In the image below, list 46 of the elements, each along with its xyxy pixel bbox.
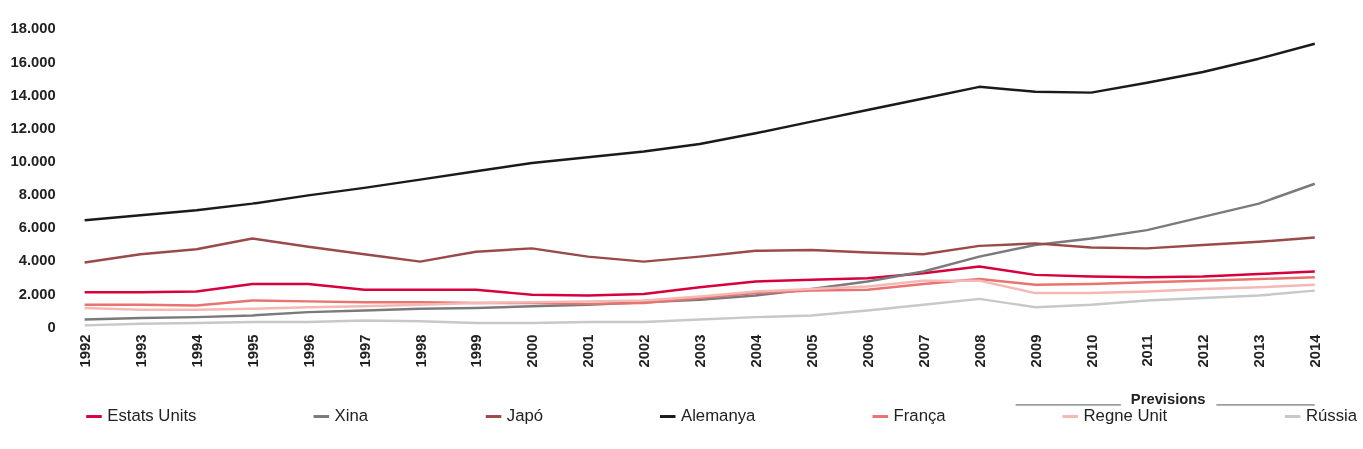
legend-label: Regne Unit <box>1083 406 1168 426</box>
x-tick-label: 2001 <box>580 334 597 368</box>
y-tick-label: 16.000 <box>10 53 56 70</box>
y-tick-label: 0 <box>47 318 56 335</box>
x-tick-label: 2007 <box>915 334 932 368</box>
x-tick-label: 1998 <box>412 334 429 368</box>
line-series <box>83 42 1317 222</box>
legend-label: Alemanya <box>681 406 757 426</box>
y-tick-label: 14.000 <box>10 86 56 103</box>
legend-label: Rússia <box>1305 406 1358 426</box>
line-series <box>83 182 1317 321</box>
line-series <box>83 265 1317 297</box>
x-tick-label: 2010 <box>1083 334 1100 368</box>
x-tick-label: 2004 <box>748 333 765 368</box>
y-tick-label: 18.000 <box>10 20 56 37</box>
x-tick-label: 1997 <box>356 334 373 368</box>
x-tick-label: 2011 <box>1139 334 1156 367</box>
x-tick-label: 2006 <box>859 334 876 368</box>
x-tick-label: 2002 <box>636 334 653 368</box>
y-tick-label: 4.000 <box>18 252 56 269</box>
y-tick-label: 10.000 <box>10 152 56 169</box>
x-tick-label: 2000 <box>524 334 541 368</box>
legend-label: Xina <box>334 406 369 426</box>
y-tick-label: 8.000 <box>18 186 56 203</box>
line-series <box>83 289 1317 327</box>
x-tick-label: 2005 <box>803 334 820 368</box>
y-tick-label: 6.000 <box>18 219 56 236</box>
x-tick-label: 1996 <box>300 334 317 368</box>
x-tick-label: 1992 <box>77 334 94 368</box>
x-tick-label: 1999 <box>468 334 485 368</box>
x-tick-label: 1994 <box>188 333 205 368</box>
x-tick-label: 2003 <box>692 334 709 368</box>
x-tick-label: 2008 <box>971 334 988 368</box>
line-series <box>83 236 1317 264</box>
x-tick-label: 2013 <box>1251 334 1268 368</box>
x-tick-label: 2012 <box>1195 334 1212 368</box>
legend-label: França <box>893 406 947 426</box>
y-tick-label: 12.000 <box>10 119 56 136</box>
x-tick-label: 1995 <box>244 334 261 368</box>
x-tick-label: 2009 <box>1027 334 1044 368</box>
text: Previsions <box>1130 390 1206 407</box>
y-tick-label: 2.000 <box>18 285 56 302</box>
x-tick-label: 2014 <box>1307 333 1324 368</box>
legend-label: Japó <box>506 406 544 426</box>
x-tick-label: 1993 <box>132 334 149 368</box>
legend-label: Estats Units <box>107 406 197 426</box>
